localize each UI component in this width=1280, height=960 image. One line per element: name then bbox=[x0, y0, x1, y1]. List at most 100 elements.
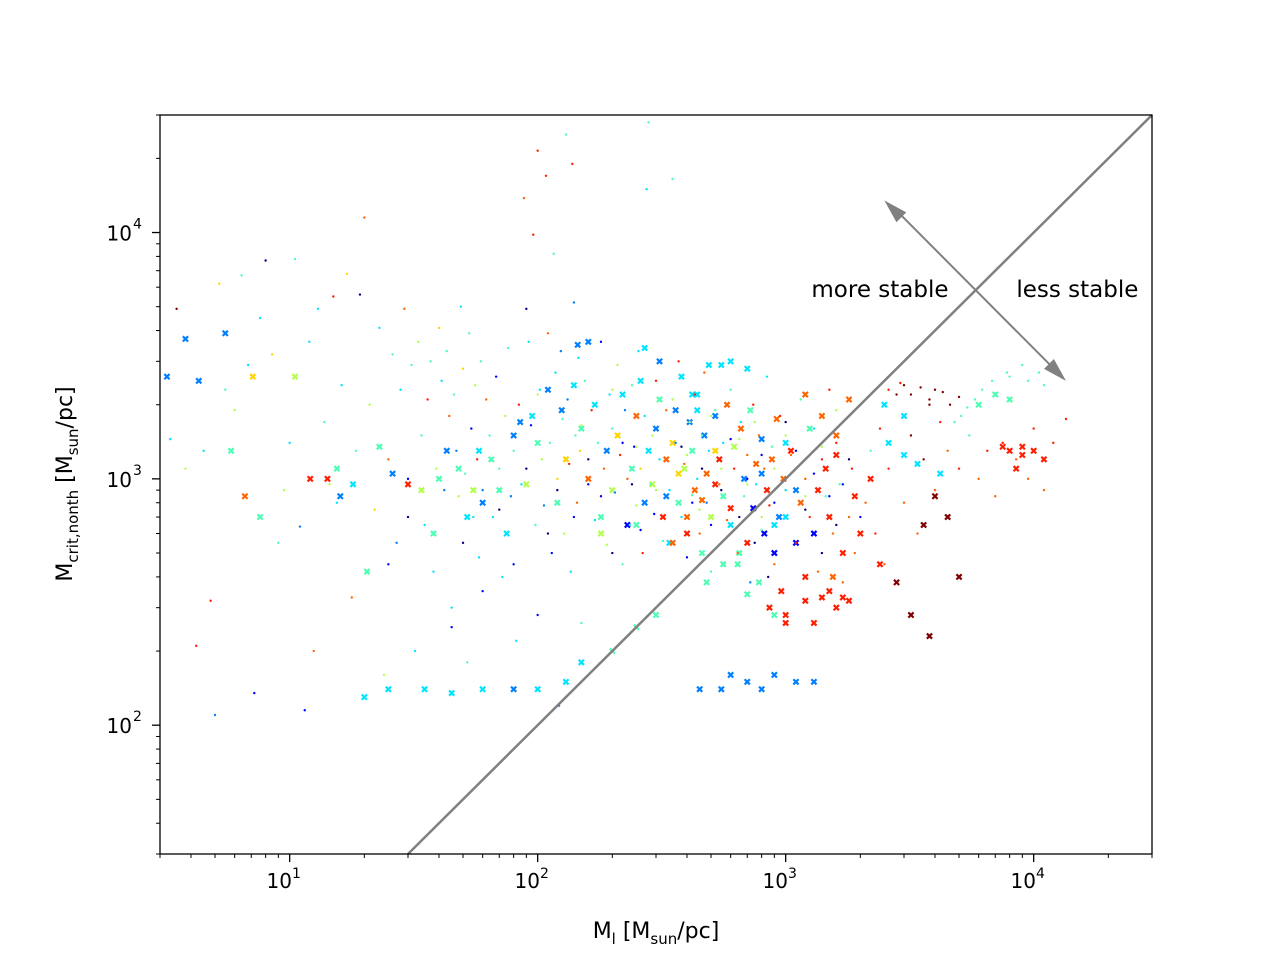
scatter-point-dot bbox=[550, 551, 553, 555]
scatter-point-dot bbox=[202, 449, 205, 452]
scatter-point-dot bbox=[754, 483, 758, 486]
scatter-point-dot bbox=[463, 472, 467, 475]
scatter-point-x bbox=[839, 594, 847, 601]
scatter-point-dot bbox=[968, 434, 971, 437]
scatter-point-dot bbox=[426, 398, 429, 401]
scatter-point-dot bbox=[544, 174, 548, 177]
scatter-point-x bbox=[926, 632, 933, 640]
scatter-point-x bbox=[719, 492, 727, 500]
scatter-point-dot bbox=[195, 644, 198, 648]
scatter-point-dot bbox=[933, 488, 937, 492]
scatter-point-dot bbox=[373, 508, 376, 511]
scatter-point-dot bbox=[258, 316, 262, 320]
scatter-point-dot bbox=[218, 282, 221, 285]
scatter-point-dot bbox=[546, 332, 550, 335]
scatter-point-dot bbox=[611, 551, 614, 555]
data-points bbox=[163, 121, 1068, 717]
scatter-point-dot bbox=[700, 467, 704, 470]
scatter-point-x bbox=[832, 451, 840, 459]
scatter-point-dot bbox=[556, 488, 559, 492]
y-tick-exponent: 4 bbox=[133, 217, 142, 233]
scatter-point-x bbox=[597, 530, 605, 537]
scatter-point-dot bbox=[522, 196, 526, 200]
scatter-point-x bbox=[715, 455, 723, 463]
scatter-point-dot bbox=[410, 363, 413, 367]
reference-line bbox=[407, 114, 1153, 855]
scatter-point-x bbox=[758, 435, 766, 443]
scatter-point-dot bbox=[512, 563, 515, 566]
scatter-point-dot bbox=[616, 363, 619, 367]
scatter-point-dot bbox=[395, 541, 398, 545]
scatter-point-dot bbox=[939, 420, 942, 424]
scatter-point-dot bbox=[593, 518, 597, 522]
scatter-point-x bbox=[999, 443, 1007, 451]
scatter-point-x bbox=[936, 470, 944, 478]
scatter-point-dot bbox=[869, 449, 872, 452]
scatter-point-x bbox=[705, 361, 713, 369]
annotation-more-stable: more stable bbox=[811, 277, 948, 303]
scatter-point-dot bbox=[959, 414, 963, 418]
scatter-point-x bbox=[574, 341, 582, 349]
scatter-point-x bbox=[469, 486, 477, 494]
scatter-point-x bbox=[758, 685, 766, 693]
scatter-point-dot bbox=[853, 551, 857, 555]
scatter-point-dot bbox=[691, 501, 694, 504]
scatter-point-x bbox=[782, 611, 790, 619]
scatter-point-x bbox=[669, 439, 676, 447]
scatter-point-x bbox=[443, 447, 451, 455]
scatter-point-dot bbox=[909, 434, 913, 437]
scatter-point-dot bbox=[184, 467, 187, 470]
scatter-point-dot bbox=[778, 414, 782, 418]
scatter-point-dot bbox=[1064, 417, 1068, 421]
scatter-point-x bbox=[632, 412, 640, 420]
scatter-point-dot bbox=[303, 709, 306, 712]
scatter-point-dot bbox=[264, 259, 267, 262]
scatter-point-x bbox=[182, 335, 189, 343]
scatter-point-x bbox=[707, 513, 715, 521]
scatter-point-x bbox=[792, 678, 800, 686]
scatter-point-dot bbox=[757, 434, 761, 437]
scatter-point-dot bbox=[423, 523, 426, 527]
scatter-point-dot bbox=[816, 570, 820, 573]
scatter-point-dot bbox=[746, 453, 749, 457]
scatter-point-dot bbox=[883, 563, 886, 566]
scatter-point-dot bbox=[443, 488, 446, 492]
scatter-point-dot bbox=[820, 445, 824, 448]
scatter-point-x bbox=[839, 549, 847, 557]
scatter-point-dot bbox=[1032, 427, 1035, 430]
scatter-point-dot bbox=[953, 420, 956, 424]
arrow-head-lower-right bbox=[1044, 358, 1066, 381]
scatter-point-x bbox=[1018, 451, 1026, 459]
y-axis-label: Mcrit,nonth [Msun/pc] bbox=[53, 386, 82, 581]
scatter-point-x bbox=[614, 432, 621, 439]
scatter-point-x bbox=[336, 492, 344, 500]
scatter-point-dot bbox=[532, 233, 535, 236]
scatter-point-x bbox=[553, 499, 561, 507]
scatter-point-dot bbox=[838, 483, 841, 486]
scatter-point-x bbox=[770, 671, 778, 679]
scatter-point-dot bbox=[504, 414, 507, 418]
scatter-point-x bbox=[770, 521, 778, 529]
scatter-point-dot bbox=[902, 501, 906, 504]
scatter-point-x bbox=[662, 492, 670, 500]
scatter-point-x bbox=[544, 386, 552, 394]
scatter-point-x bbox=[806, 425, 814, 432]
scatter-point-x bbox=[727, 671, 735, 679]
scatter-point-x bbox=[735, 549, 743, 557]
scatter-point-x bbox=[641, 499, 649, 507]
scatter-point-dot bbox=[406, 515, 410, 519]
scatter-point-dot bbox=[674, 441, 677, 445]
scatter-point-dot bbox=[698, 508, 701, 511]
scatter-point-dot bbox=[602, 467, 606, 470]
scatter-point-dot bbox=[691, 493, 694, 497]
scatter-point-x bbox=[763, 486, 771, 494]
scatter-point-dot bbox=[494, 375, 498, 378]
scatter-point-x bbox=[755, 578, 763, 586]
scatter-point-dot bbox=[466, 661, 469, 664]
scatter-point-dot bbox=[608, 393, 611, 396]
scatter-point-x bbox=[430, 530, 437, 537]
scatter-point-dot bbox=[169, 437, 172, 441]
scatter-point-x bbox=[510, 685, 518, 693]
scatter-point-dot bbox=[563, 532, 566, 535]
scatter-point-dot bbox=[784, 420, 787, 424]
